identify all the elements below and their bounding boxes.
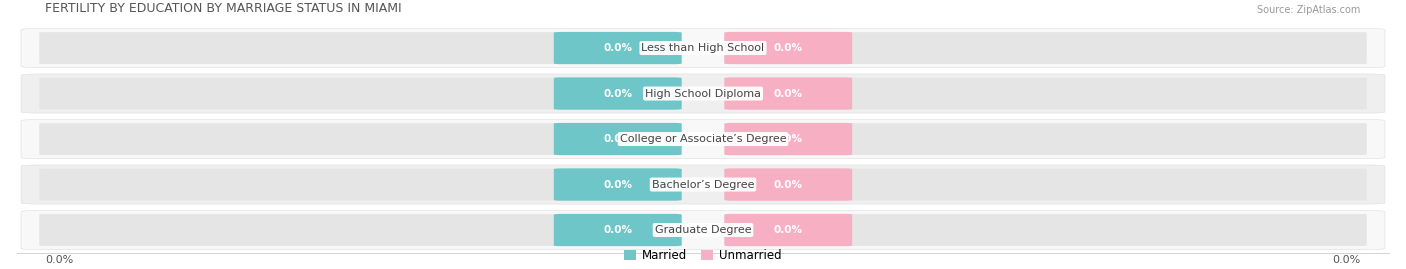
FancyBboxPatch shape <box>21 29 1385 68</box>
FancyBboxPatch shape <box>21 119 1385 159</box>
Text: 0.0%: 0.0% <box>1333 255 1361 265</box>
FancyBboxPatch shape <box>39 214 679 246</box>
Text: 0.0%: 0.0% <box>603 43 633 53</box>
FancyBboxPatch shape <box>727 78 1367 109</box>
Text: 0.0%: 0.0% <box>773 43 803 53</box>
FancyBboxPatch shape <box>21 210 1385 250</box>
Text: College or Associate’s Degree: College or Associate’s Degree <box>620 134 786 144</box>
FancyBboxPatch shape <box>39 32 679 64</box>
Text: 0.0%: 0.0% <box>603 89 633 98</box>
FancyBboxPatch shape <box>554 77 682 110</box>
FancyBboxPatch shape <box>21 165 1385 204</box>
Text: Source: ZipAtlas.com: Source: ZipAtlas.com <box>1257 5 1361 15</box>
FancyBboxPatch shape <box>39 78 679 109</box>
Text: Graduate Degree: Graduate Degree <box>655 225 751 235</box>
FancyBboxPatch shape <box>727 32 1367 64</box>
FancyBboxPatch shape <box>21 74 1385 113</box>
FancyBboxPatch shape <box>39 169 679 200</box>
FancyBboxPatch shape <box>554 214 682 246</box>
Text: 0.0%: 0.0% <box>603 225 633 235</box>
FancyBboxPatch shape <box>724 168 852 201</box>
Text: High School Diploma: High School Diploma <box>645 89 761 98</box>
FancyBboxPatch shape <box>554 32 682 64</box>
Text: 0.0%: 0.0% <box>773 225 803 235</box>
Text: 0.0%: 0.0% <box>773 179 803 190</box>
FancyBboxPatch shape <box>724 123 852 155</box>
Text: 0.0%: 0.0% <box>773 89 803 98</box>
Text: Bachelor’s Degree: Bachelor’s Degree <box>652 179 754 190</box>
Text: 0.0%: 0.0% <box>773 134 803 144</box>
Text: Less than High School: Less than High School <box>641 43 765 53</box>
FancyBboxPatch shape <box>724 214 852 246</box>
FancyBboxPatch shape <box>724 32 852 64</box>
Text: FERTILITY BY EDUCATION BY MARRIAGE STATUS IN MIAMI: FERTILITY BY EDUCATION BY MARRIAGE STATU… <box>45 2 402 15</box>
FancyBboxPatch shape <box>554 123 682 155</box>
FancyBboxPatch shape <box>727 123 1367 155</box>
FancyBboxPatch shape <box>724 77 852 110</box>
FancyBboxPatch shape <box>554 168 682 201</box>
Text: 0.0%: 0.0% <box>45 255 73 265</box>
FancyBboxPatch shape <box>39 123 679 155</box>
FancyBboxPatch shape <box>727 169 1367 200</box>
Text: 0.0%: 0.0% <box>603 179 633 190</box>
FancyBboxPatch shape <box>727 214 1367 246</box>
Text: 0.0%: 0.0% <box>603 134 633 144</box>
Legend: Married, Unmarried: Married, Unmarried <box>624 249 782 262</box>
